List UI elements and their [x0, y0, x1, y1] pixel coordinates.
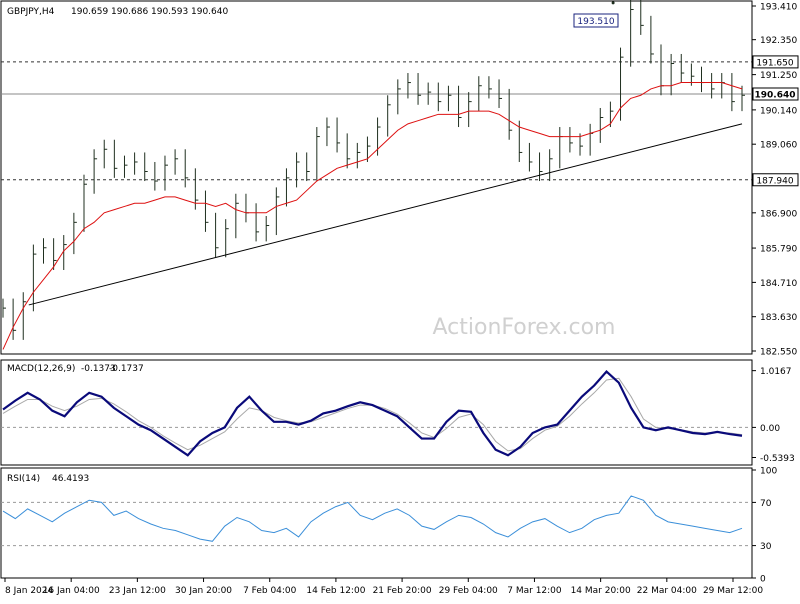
price-bars: [2, 0, 745, 340]
high-value: 190.686: [111, 7, 148, 17]
macd-signal-value: -0.1737: [109, 364, 144, 374]
moving-average-line: [2, 82, 743, 350]
price-tick-label: 184.710: [760, 279, 797, 289]
x-tick-label: 29 Mar 12:00: [703, 586, 763, 596]
price-tick-label: 186.900: [760, 209, 797, 219]
price-level-label: 191.650: [756, 58, 793, 68]
price-lines: [2, 1, 743, 350]
x-tick-label: 23 Jan 12:00: [109, 586, 166, 596]
open-value: 190.659: [71, 7, 108, 17]
title-readout: GBPJPY,H4 190.659 190.686 190.593 190.64…: [7, 7, 228, 17]
rsi-line: [2, 495, 743, 542]
rsi-pane-frame: [0, 467, 753, 579]
price-tick-label: 189.060: [760, 141, 797, 151]
level-labels: 191.650 190.640 187.940: [752, 55, 799, 187]
macd-signal-line: [2, 377, 743, 452]
macd-line: [2, 370, 743, 457]
price-tick-label: 190.140: [760, 106, 797, 116]
price-tick-label: 182.550: [760, 348, 797, 358]
rsi-tick-label: 30: [760, 542, 772, 552]
x-tick-label: 7 Feb 04:00: [243, 586, 297, 596]
macd-tick-label: 0.00: [760, 424, 780, 434]
instrument-label: GBPJPY,H4: [7, 7, 55, 17]
x-tick-label: 30 Jan 20:00: [175, 586, 232, 596]
price-level-box: [752, 87, 799, 101]
rsi-grid: [1, 501, 752, 547]
x-tick-label: 22 Mar 04:00: [637, 586, 697, 596]
price-tick-label: 183.630: [760, 313, 797, 323]
x-tick-label: 29 Feb 04:00: [439, 586, 498, 596]
rsi-tick-label: 0: [760, 575, 766, 585]
x-tick-label: 7 Mar 12:00: [507, 586, 562, 596]
macd-tick-label: -0.5393: [760, 454, 795, 464]
macd-label: MACD(12,26,9): [7, 364, 75, 374]
rsi-tick-label: 100: [760, 467, 777, 477]
x-tick-label: 14 Mar 20:00: [571, 586, 631, 596]
price-level-box: [752, 55, 799, 69]
price-level-box: [752, 173, 799, 187]
macd-value: -0.1373: [81, 364, 116, 374]
macd-lines: [2, 370, 743, 457]
rsi-axis: 100 70 30 0: [752, 467, 777, 585]
rsi-value: 46.4193: [52, 474, 89, 484]
price-tick-label: 185.790: [760, 245, 797, 255]
rsi-readout: RSI(14) 46.4193: [7, 474, 89, 484]
macd-axis: 1.0167 0.00 -0.5393: [752, 367, 795, 464]
macd-pane-frame: [0, 359, 753, 466]
watermark: ActionForex.com: [433, 315, 616, 340]
macd-readout: MACD(12,26,9) -0.1373 -0.1737: [7, 364, 144, 374]
peak-marker: [611, 1, 615, 5]
x-tick-label: 14 Feb 12:00: [306, 586, 365, 596]
price-level-label: 187.940: [756, 176, 793, 186]
peak-annotation: 193.510: [573, 13, 619, 28]
price-level-label: 190.640: [755, 90, 796, 100]
price-tick-label: 193.410: [760, 3, 797, 13]
x-tick-label: 8 Jan 2024: [5, 586, 53, 596]
price-levels: [1, 61, 752, 181]
rsi-label: RSI(14): [7, 474, 40, 484]
price-pane-frame: [0, 0, 753, 355]
price-tick-label: 192.350: [760, 36, 797, 46]
x-tick-label: 16 Jan 04:00: [43, 586, 100, 596]
peak-box: [573, 13, 619, 28]
rsi-tick-label: 70: [760, 499, 772, 509]
x-tick-label: 21 Feb 20:00: [373, 586, 432, 596]
low-value: 190.593: [151, 7, 188, 17]
rsi-lines: [2, 495, 743, 542]
macd-tick-label: 1.0167: [760, 367, 792, 377]
close-value: 190.640: [191, 7, 228, 17]
price-tick-label: 191.250: [760, 71, 797, 81]
trendline: [28, 123, 743, 306]
peak-label: 193.510: [577, 17, 614, 27]
